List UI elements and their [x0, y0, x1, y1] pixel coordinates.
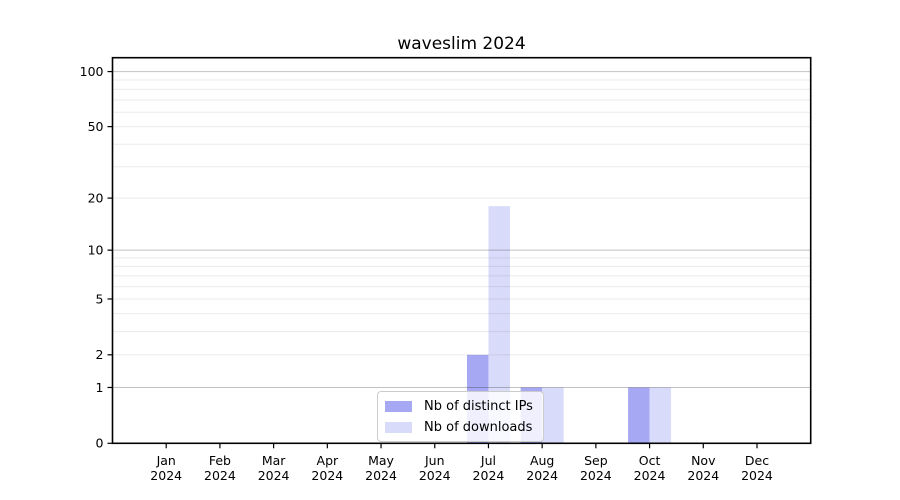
y-tick-label: 0 [96, 436, 104, 451]
y-tick-label: 100 [80, 64, 104, 79]
bar-downloads-aug [542, 387, 564, 444]
legend-swatch-downloads [385, 421, 412, 433]
bar-downloads-oct [649, 387, 672, 444]
x-tick-label-month: Nov [691, 453, 716, 468]
x-tick-label-month: Aug [530, 453, 554, 468]
y-tick-label: 1 [96, 380, 104, 395]
chart-title: waveslim 2024 [397, 34, 526, 54]
x-tick-label-year: 2024 [311, 468, 343, 483]
legend-label-distinct-ips: Nb of distinct IPs [424, 398, 533, 414]
x-tick-label-year: 2024 [687, 468, 719, 483]
x-tick-label-year: 2024 [365, 468, 397, 483]
x-tick-label-month: Jul [480, 453, 496, 468]
x-tick-label-year: 2024 [580, 468, 612, 483]
x-tick-label-month: Oct [639, 453, 661, 468]
x-tick-label-year: 2024 [473, 468, 505, 483]
y-tick-label: 5 [96, 291, 104, 306]
x-tick-label-month: Sep [584, 453, 608, 468]
x-tick-label-month: Apr [317, 453, 339, 468]
legend: Nb of distinct IPs Nb of downloads [377, 391, 544, 442]
legend-item-downloads: Nb of downloads [385, 419, 533, 435]
legend-swatch-distinct-ips [385, 400, 412, 412]
bar-distinct-ips-oct [628, 387, 650, 444]
legend-label-downloads: Nb of downloads [424, 419, 533, 435]
y-tick-label: 10 [88, 242, 104, 257]
x-tick-label-year: 2024 [258, 468, 290, 483]
x-tick-label-year: 2024 [419, 468, 451, 483]
x-tick-label-year: 2024 [150, 468, 182, 483]
x-tick-label-month: Jan [156, 453, 176, 468]
y-tick-label: 2 [96, 347, 104, 362]
y-tick-label: 20 [88, 190, 104, 205]
x-tick-label-month: May [368, 453, 394, 468]
x-tick-label-year: 2024 [634, 468, 666, 483]
x-tick-label-year: 2024 [526, 468, 558, 483]
bar-downloads-jul [488, 206, 510, 444]
x-tick-label-year: 2024 [204, 468, 236, 483]
x-tick-label-month: Mar [262, 453, 286, 468]
x-tick-label-year: 2024 [741, 468, 773, 483]
legend-item-distinct-ips: Nb of distinct IPs [385, 398, 533, 414]
x-tick-label-month: Dec [745, 453, 769, 468]
y-tick-label: 50 [88, 119, 104, 134]
x-tick-label-month: Feb [209, 453, 231, 468]
x-tick-label-month: Jun [424, 453, 445, 468]
